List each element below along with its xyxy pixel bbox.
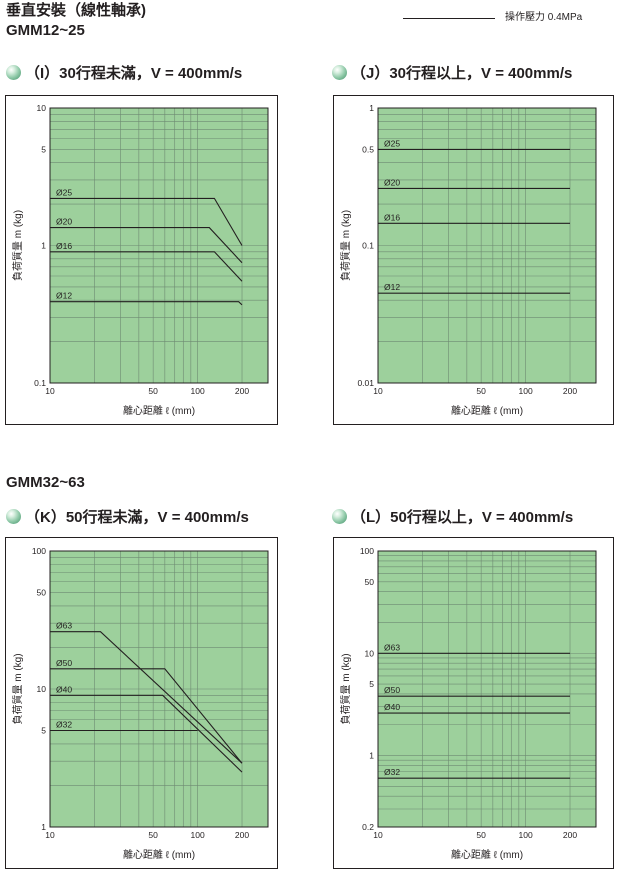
- x-tick-label: 10: [45, 830, 55, 840]
- series-line-40: [50, 694, 243, 773]
- series-line-63: [50, 631, 243, 764]
- x-axis-label: 離心距離 ℓ (mm): [451, 848, 523, 861]
- x-axis-label: 離心距離 ℓ (mm): [451, 404, 523, 417]
- series-label: Ø32: [384, 767, 400, 777]
- chart-k: Ø63 Ø50 Ø40 Ø32 10 50 100 200 1 5 10 50 100 離心距離 ℓ (m…: [11, 546, 269, 861]
- y-axis-label: 負荷質量 m (kg): [11, 210, 24, 281]
- x-tick-label: 100: [190, 386, 204, 396]
- series-label: Ø20: [56, 217, 72, 227]
- grid-lines: [50, 551, 268, 827]
- y-tick-label: 5: [369, 679, 374, 689]
- series-line-50: [50, 668, 243, 764]
- y-tick-label: 5: [41, 144, 46, 154]
- series-line-20: [50, 227, 243, 264]
- y-axis-label: 負荷質量 m (kg): [339, 653, 352, 724]
- series-line-12: [50, 301, 243, 306]
- grid-lines: [50, 108, 268, 383]
- x-tick-label: 10: [373, 830, 383, 840]
- series-label: Ø12: [384, 282, 400, 292]
- y-axis-label: 負荷質量 m (kg): [11, 653, 24, 724]
- chart-heading-l: （L）50行程以上，V = 400mm/s: [332, 509, 573, 527]
- chart-heading-l-text: （L）50行程以上，V = 400mm/s: [351, 509, 574, 526]
- chart-heading-j-text: （J）30行程以上，V = 400mm/s: [351, 65, 573, 82]
- x-tick-label: 200: [563, 386, 577, 396]
- y-tick-label: 0.1: [362, 241, 374, 251]
- series-label: Ø16: [384, 212, 400, 222]
- chart-heading-i-text: （I）30行程未滿，V = 400mm/s: [25, 65, 243, 82]
- x-tick-label: 50: [476, 386, 486, 396]
- x-tick-label: 50: [476, 830, 486, 840]
- series-label: Ø16: [56, 241, 72, 251]
- y-tick-label: 0.01: [357, 378, 374, 388]
- y-tick-label: 100: [32, 546, 46, 556]
- y-tick-label: 0.5: [362, 144, 374, 154]
- series-label: Ø12: [56, 291, 72, 301]
- x-tick-label: 10: [373, 386, 383, 396]
- y-tick-label: 1: [41, 241, 46, 251]
- x-tick-label: 100: [518, 386, 532, 396]
- series-label: Ø63: [384, 642, 400, 652]
- x-tick-label: 50: [148, 830, 158, 840]
- plot-frame: [377, 550, 597, 828]
- model-range-b: GMM32~63: [6, 474, 85, 491]
- y-tick-label: 1: [369, 103, 374, 113]
- y-tick-label: 5: [41, 726, 46, 736]
- series-label: Ø32: [56, 720, 72, 730]
- bullet-icon: [332, 65, 347, 80]
- series-label: Ø63: [56, 621, 72, 631]
- chart-panel-i: Ø25 Ø20 Ø16 Ø12 10 50 100 200 0.1 1 5 10 離心距離 ℓ (mm)…: [5, 95, 278, 425]
- chart-i: Ø25 Ø20 Ø16 Ø12 10 50 100 200 0.1 1 5 10 離心距離 ℓ (mm)…: [11, 103, 269, 417]
- y-tick-label: 1: [369, 751, 374, 761]
- x-tick-label: 200: [235, 830, 249, 840]
- x-tick-label: 10: [45, 386, 55, 396]
- chart-heading-k: （K）50行程未滿，V = 400mm/s: [6, 509, 249, 527]
- page-title: 垂直安裝（線性軸承): [6, 2, 146, 19]
- y-tick-label: 10: [37, 684, 47, 694]
- bullet-icon: [6, 65, 21, 80]
- series-label: Ø50: [56, 658, 72, 668]
- x-axis-label: 離心距離 ℓ (mm): [123, 848, 195, 861]
- series-line-25: [50, 197, 243, 246]
- series-label: Ø20: [384, 177, 400, 187]
- chart-heading-j: （J）30行程以上，V = 400mm/s: [332, 65, 572, 83]
- chart-heading-i: （I）30行程未滿，V = 400mm/s: [6, 65, 242, 83]
- series-label: Ø50: [384, 685, 400, 695]
- bullet-icon: [6, 509, 21, 524]
- x-tick-label: 200: [563, 830, 577, 840]
- y-tick-label: 10: [37, 103, 47, 113]
- series-label: Ø25: [56, 187, 72, 197]
- series-label: Ø40: [384, 702, 400, 712]
- plot-frame: [49, 550, 269, 828]
- legend-label: 操作壓力 0.4MPa: [505, 12, 583, 23]
- x-tick-label: 200: [235, 386, 249, 396]
- chart-panel-l: Ø63 Ø50 Ø40 Ø32 10 50 100 200 0.2 1 5 10 50 100 離心距離 ℓ…: [333, 537, 614, 869]
- y-tick-label: 0.1: [34, 378, 46, 388]
- plot-frame: [377, 107, 597, 384]
- model-range-a: GMM12~25: [6, 22, 85, 39]
- x-axis-label: 離心距離 ℓ (mm): [123, 404, 195, 417]
- y-tick-label: 1: [41, 822, 46, 832]
- y-tick-label: 100: [360, 546, 374, 556]
- chart-panel-j: Ø25 Ø20 Ø16 Ø12 10 50 100 200 0.01 0.1 0.5 1 離心距離 ℓ …: [333, 95, 614, 425]
- y-tick-label: 0.2: [362, 822, 374, 832]
- series-label: Ø40: [56, 684, 72, 694]
- x-tick-label: 50: [148, 386, 158, 396]
- y-tick-label: 50: [37, 588, 47, 598]
- y-tick-label: 50: [365, 577, 375, 587]
- chart-panel-k: Ø63 Ø50 Ø40 Ø32 10 50 100 200 1 5 10 50 100 離心距離 ℓ (m…: [5, 537, 278, 869]
- chart-l: Ø63 Ø50 Ø40 Ø32 10 50 100 200 0.2 1 5 10 50 100 離心距離 ℓ…: [339, 546, 597, 861]
- chart-j: Ø25 Ø20 Ø16 Ø12 10 50 100 200 0.01 0.1 0.5 1 離心距離 ℓ …: [339, 103, 597, 417]
- y-axis-label: 負荷質量 m (kg): [339, 210, 352, 281]
- plot-area: [378, 551, 596, 827]
- legend-line-sample: [403, 18, 495, 19]
- chart-heading-k-text: （K）50行程未滿，V = 400mm/s: [25, 509, 249, 526]
- plot-frame: [49, 107, 269, 384]
- bullet-icon: [332, 509, 347, 524]
- series-label: Ø25: [384, 138, 400, 148]
- x-tick-label: 100: [190, 830, 204, 840]
- series-line-16: [50, 251, 243, 282]
- y-tick-label: 10: [365, 648, 375, 658]
- x-tick-label: 100: [518, 830, 532, 840]
